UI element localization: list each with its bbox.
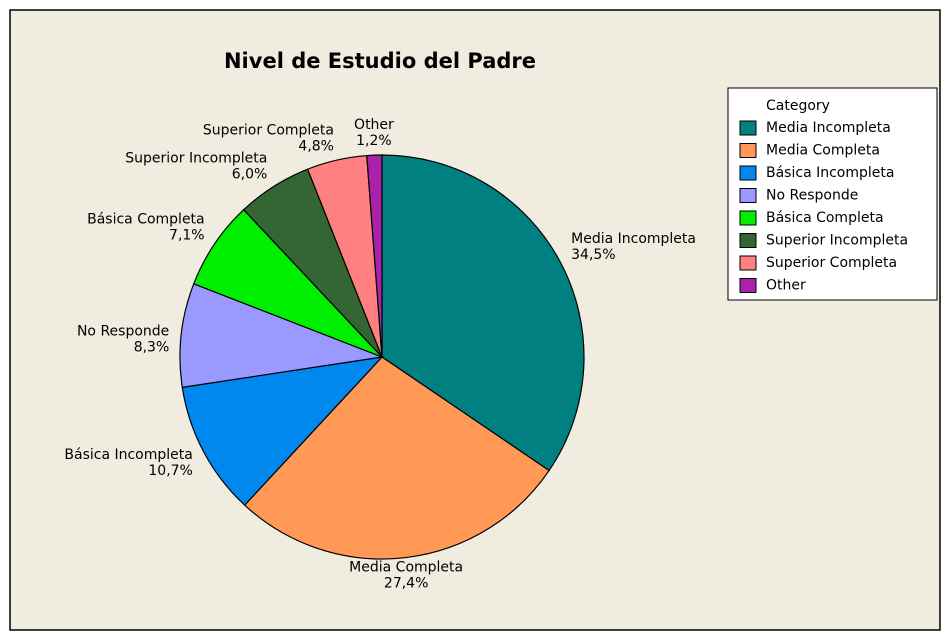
slice-value-label: 6,0% — [232, 166, 268, 182]
pie-slice — [243, 356, 550, 560]
slice-label: Superior Completa — [203, 122, 334, 138]
legend-label: Básica Completa — [766, 210, 884, 226]
legend-label: Other — [766, 278, 806, 294]
slice-value-label: 34,5% — [571, 247, 615, 263]
slice-label: Básica Completa — [87, 211, 205, 227]
legend-label: No Responde — [766, 188, 858, 204]
slice-value-label: 7,1% — [169, 227, 205, 243]
legend-label: Media Incompleta — [766, 120, 891, 136]
pie-slice — [181, 356, 384, 506]
chart-title: Nivel de Estudio del Padre — [224, 49, 536, 73]
legend-swatch — [739, 120, 757, 136]
slice-value-label: 10,7% — [148, 463, 192, 479]
slice-label: Básica Incompleta — [64, 447, 192, 463]
slice-label: Media Completa — [349, 560, 463, 576]
legend-label: Básica Incompleta — [766, 165, 894, 181]
legend-swatch — [739, 255, 757, 271]
slice-label: Media Incompleta — [571, 231, 696, 247]
legend-swatch — [739, 143, 757, 158]
slice-value-label: 4,8% — [298, 138, 334, 154]
slice-value-label: 1,2% — [356, 133, 392, 149]
pie-slice — [179, 283, 385, 389]
legend-swatch — [739, 165, 757, 181]
slice-label: Other — [354, 117, 394, 133]
slice-label: Superior Incompleta — [125, 150, 267, 166]
legend-swatch — [739, 278, 757, 293]
slice-value-label: 27,4% — [384, 576, 428, 592]
legend-title: Category — [766, 98, 830, 114]
legend-swatch — [739, 188, 757, 203]
pie-slice — [366, 154, 383, 358]
slice-label: No Responde — [77, 324, 169, 340]
legend-box — [727, 87, 938, 301]
legend-swatch — [739, 233, 757, 248]
legend-label: Media Completa — [766, 143, 880, 159]
legend-swatch — [739, 210, 757, 226]
legend-label: Superior Incompleta — [766, 233, 908, 249]
pie-slice — [381, 154, 585, 472]
slice-value-label: 8,3% — [134, 340, 170, 356]
legend-label: Superior Completa — [766, 255, 897, 271]
